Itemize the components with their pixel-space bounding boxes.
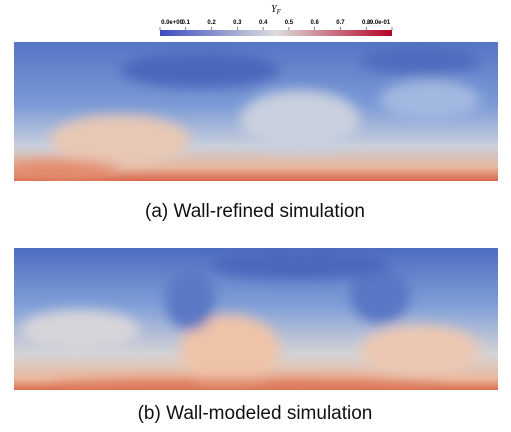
colorbar-tick-label: 9.0e-01 [370,20,391,26]
colorbar [160,30,392,36]
caption: (a) Wall-refined simulation [145,201,365,222]
colorbar-tick-label: 0.1 [182,20,191,26]
field-image-b [14,248,498,391]
colorbar-tick-label: 0.5 [285,20,294,26]
figure: YF 0.0e+000.10.20.30.40.50.60.70.89.0e-0… [0,0,511,432]
colorbar-tick-label: 0.7 [336,20,345,26]
colorbar-label: YF [271,4,282,16]
colorbar-tick-label: 0.4 [259,20,268,26]
colorbar-tick-label: 0.2 [207,20,216,26]
colorbar-label-sub: F [276,8,282,16]
colorbar-tick-label: 0.0e+00 [161,20,184,26]
colorbar-tick-label: 0.3 [233,20,242,26]
field-image-a [0,42,498,181]
caption: (b) Wall-modeled simulation [138,403,373,424]
colorbar-tick-label: 0.6 [310,20,319,26]
